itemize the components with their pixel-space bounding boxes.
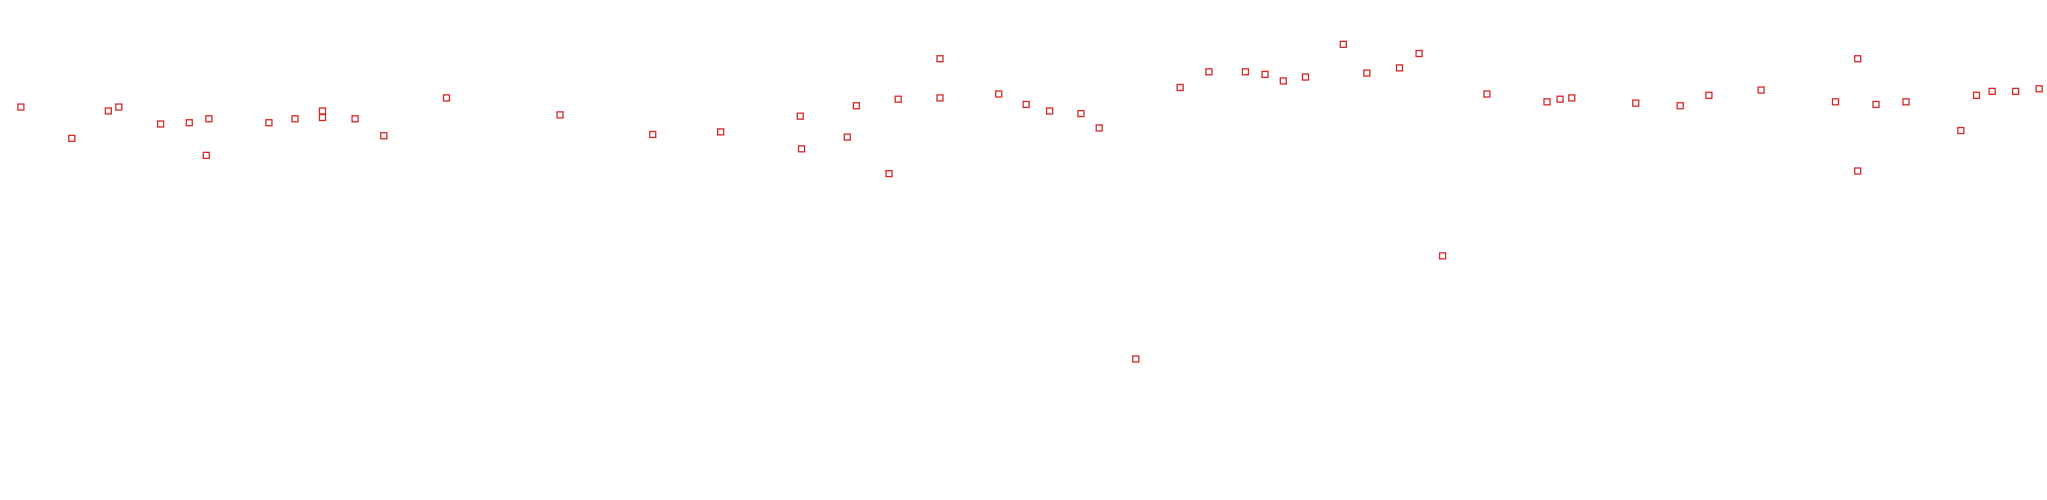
point (1363, 69, 1371, 77)
point (1095, 124, 1103, 132)
point (1415, 49, 1423, 58)
point (1205, 68, 1213, 76)
point (1831, 98, 1840, 106)
point (852, 102, 861, 110)
point (291, 115, 299, 123)
point (1339, 40, 1347, 49)
point (318, 113, 327, 122)
point (1543, 98, 1551, 106)
point (17, 103, 25, 111)
point (1261, 70, 1269, 79)
point (1957, 126, 1965, 135)
point (1279, 77, 1287, 85)
point (2035, 85, 2043, 93)
point (1872, 100, 1880, 109)
point (1902, 98, 1910, 106)
point (894, 95, 902, 103)
point (380, 132, 388, 140)
point (1632, 99, 1640, 107)
point (796, 112, 804, 120)
point (442, 94, 451, 102)
point (104, 107, 113, 115)
point (1301, 73, 1310, 81)
point (1568, 94, 1576, 102)
point (2012, 87, 2020, 96)
point (716, 128, 725, 136)
point (1854, 167, 1862, 175)
point (1757, 86, 1765, 94)
point (318, 107, 327, 115)
point (1241, 68, 1250, 76)
point (936, 94, 944, 102)
point (1972, 91, 1981, 99)
point (156, 120, 165, 128)
point (1132, 355, 1140, 363)
point (1854, 55, 1862, 63)
point (265, 119, 273, 127)
point (1483, 90, 1491, 98)
point (843, 133, 851, 141)
point (995, 90, 1003, 98)
point (556, 111, 564, 119)
point (936, 55, 944, 63)
point (1045, 107, 1054, 115)
point (885, 169, 893, 178)
point (1988, 87, 1996, 96)
point (68, 134, 76, 143)
point (115, 103, 123, 111)
point (649, 130, 657, 139)
point (351, 115, 359, 123)
point (1438, 252, 1447, 260)
point (205, 115, 213, 123)
point (1395, 64, 1404, 72)
point (185, 119, 193, 127)
point (1022, 100, 1030, 109)
point (202, 151, 210, 160)
point (797, 145, 806, 153)
point (1705, 91, 1713, 99)
point (1676, 102, 1684, 110)
point (1077, 109, 1085, 118)
point (1556, 95, 1564, 103)
point (1176, 83, 1184, 92)
